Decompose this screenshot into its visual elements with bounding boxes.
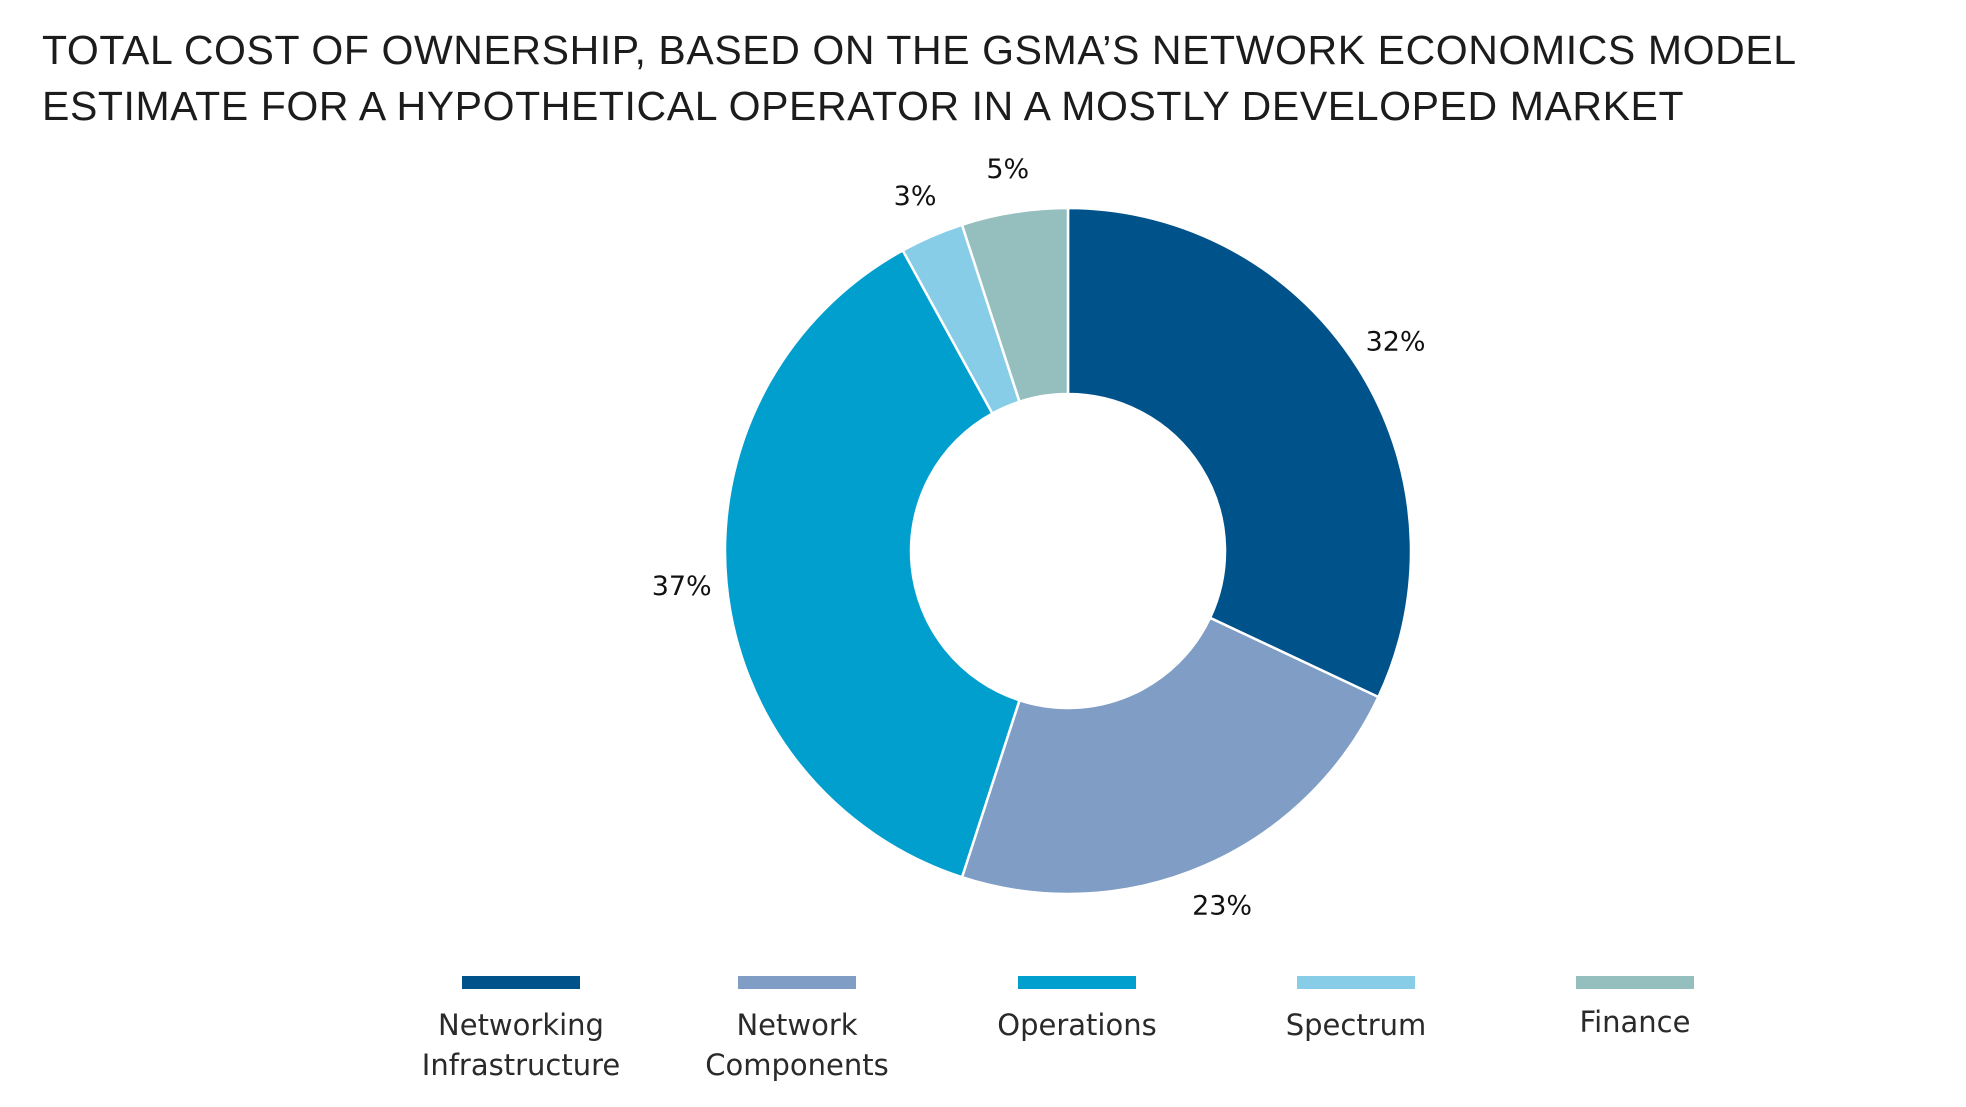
legend-swatch-operations — [1018, 976, 1136, 989]
chart-title-line-1: TOTAL COST OF OWNERSHIP, BASED ON THE GS… — [42, 27, 1797, 73]
legend-label-operations-line-1: Operations — [997, 1008, 1156, 1042]
legend-swatch-finance — [1576, 976, 1694, 989]
legend-swatch-network-components — [738, 976, 856, 989]
slice-label-network-components: 23% — [1192, 891, 1252, 922]
legend-label-spectrum-line-1: Spectrum — [1286, 1008, 1427, 1042]
slice-operations — [723, 248, 1022, 879]
slice-labels: 32% 23% 37% 3% 5% — [652, 154, 1426, 921]
slice-network-components — [960, 616, 1381, 896]
legend-label-networking-infrastructure-line-2: Infrastructure — [422, 1048, 620, 1082]
legend-item-networking-infrastructure: Networking Infrastructure — [422, 976, 620, 1082]
slice-finance — [960, 206, 1070, 404]
legend: Networking Infrastructure Network Component… — [422, 976, 1694, 1082]
legend-item-finance: Finance — [1576, 976, 1694, 1039]
legend-item-spectrum: Spectrum — [1286, 976, 1427, 1042]
legend-swatch-spectrum — [1297, 976, 1415, 989]
donut-slices — [723, 206, 1413, 896]
legend-label-network-components-line-1: Network — [736, 1008, 857, 1042]
slice-label-networking-infrastructure: 32% — [1366, 327, 1426, 358]
slice-networking-infrastructure — [1066, 206, 1413, 699]
legend-label-network-components-line-2: Components — [705, 1048, 888, 1082]
slice-label-spectrum: 3% — [894, 181, 937, 212]
chart-title-line-2: ESTIMATE FOR A HYPOTHETICAL OPERATOR IN … — [42, 83, 1685, 129]
legend-label-networking-infrastructure-line-1: Networking — [438, 1008, 604, 1042]
chart-title: TOTAL COST OF OWNERSHIP, BASED ON THE GS… — [42, 22, 1797, 134]
legend-item-operations: Operations — [997, 976, 1157, 1042]
legend-item-network-components: Network Components — [705, 976, 889, 1082]
slice-label-finance: 5% — [986, 154, 1029, 185]
legend-swatch-networking-infrastructure — [462, 976, 580, 989]
legend-label-finance-line-1: Finance — [1580, 1005, 1691, 1039]
slice-label-operations: 37% — [652, 571, 712, 602]
